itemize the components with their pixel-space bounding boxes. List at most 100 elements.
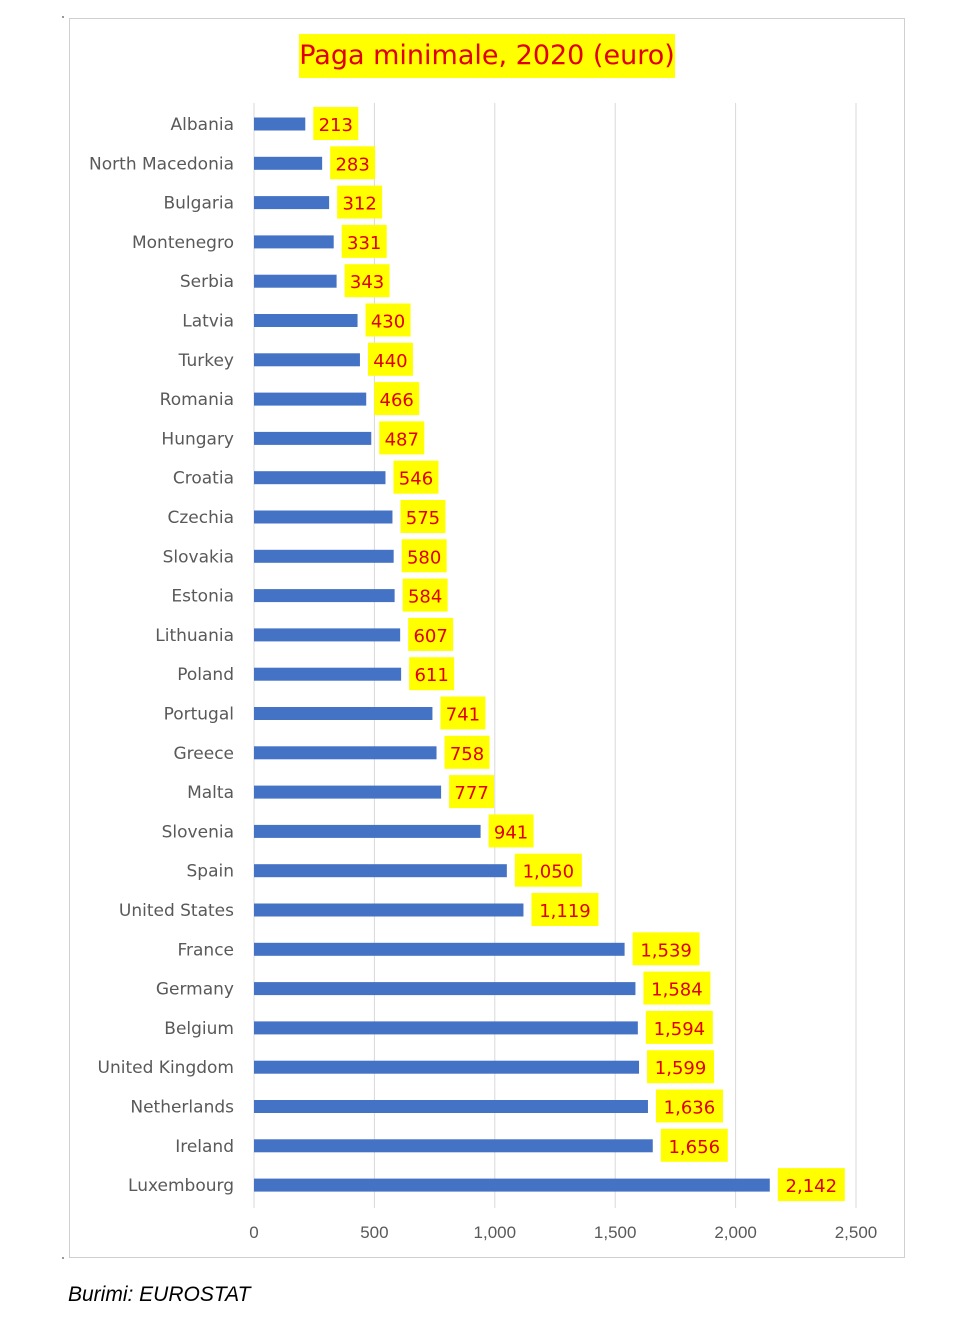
category-label: Greece bbox=[173, 744, 234, 764]
x-tick-label: 500 bbox=[360, 1223, 388, 1242]
data-label: 331 bbox=[347, 233, 381, 254]
data-label: 2,142 bbox=[786, 1176, 838, 1197]
bar bbox=[254, 274, 337, 288]
data-label: 1,584 bbox=[651, 980, 703, 1001]
data-label-background bbox=[440, 696, 486, 730]
category-label: Montenegro bbox=[132, 233, 234, 253]
data-label-background bbox=[402, 578, 448, 612]
chart-title: Paga minimale, 2020 (euro) bbox=[299, 34, 675, 78]
category-label: Luxembourg bbox=[128, 1176, 234, 1196]
data-label: 546 bbox=[399, 469, 433, 490]
data-label: 758 bbox=[450, 744, 484, 765]
category-label: United Kingdom bbox=[98, 1058, 234, 1078]
source-note: Burimi: EUROSTAT bbox=[68, 1283, 251, 1306]
data-label-background bbox=[647, 1050, 715, 1084]
data-label-background bbox=[409, 657, 455, 691]
category-label: Slovenia bbox=[162, 822, 234, 842]
bar bbox=[254, 785, 442, 799]
category-label: Germany bbox=[156, 980, 234, 1000]
data-label-background bbox=[488, 814, 534, 848]
bar bbox=[254, 982, 636, 996]
data-label: 777 bbox=[454, 783, 488, 804]
bar bbox=[254, 628, 401, 642]
data-label: 584 bbox=[408, 587, 442, 608]
x-tick-label: 2,500 bbox=[835, 1223, 878, 1242]
category-label: Ireland bbox=[175, 1137, 234, 1157]
category-label: Bulgaria bbox=[164, 194, 235, 214]
corner-mark bbox=[62, 1257, 64, 1259]
data-label: 580 bbox=[407, 547, 441, 568]
bar bbox=[254, 1060, 640, 1074]
data-label: 487 bbox=[385, 429, 419, 450]
x-tick-label: 2,000 bbox=[714, 1223, 757, 1242]
data-label-background bbox=[400, 500, 446, 533]
category-label: Poland bbox=[177, 665, 234, 685]
data-label: 466 bbox=[380, 390, 414, 411]
data-label-background bbox=[643, 971, 711, 1005]
bar bbox=[254, 1139, 653, 1153]
bar bbox=[254, 196, 330, 210]
category-label: Slovakia bbox=[163, 547, 234, 567]
bar bbox=[254, 1021, 638, 1035]
data-label-background bbox=[374, 382, 420, 416]
bar bbox=[254, 942, 625, 956]
data-label-background bbox=[632, 932, 700, 966]
bar bbox=[254, 314, 358, 327]
data-label-background bbox=[408, 617, 454, 651]
bar bbox=[254, 746, 437, 760]
bar bbox=[254, 667, 402, 681]
data-label: 430 bbox=[371, 312, 405, 333]
category-label: Belgium bbox=[164, 1019, 234, 1039]
category-label: Spain bbox=[187, 862, 235, 882]
bar bbox=[254, 864, 507, 878]
data-label: 312 bbox=[342, 194, 376, 215]
data-label-background bbox=[365, 303, 411, 337]
category-label: Albania bbox=[171, 115, 234, 135]
data-label-background bbox=[379, 421, 425, 455]
bar bbox=[254, 156, 323, 170]
x-tick-label: 1,500 bbox=[594, 1223, 637, 1242]
bar bbox=[254, 824, 481, 838]
bar bbox=[254, 1178, 770, 1192]
category-label: Portugal bbox=[164, 705, 234, 725]
data-label: 1,539 bbox=[640, 940, 692, 961]
bar bbox=[254, 589, 395, 603]
bar bbox=[254, 392, 367, 406]
data-label: 607 bbox=[413, 626, 447, 647]
category-label: Netherlands bbox=[130, 1098, 234, 1118]
data-label-background bbox=[655, 1089, 723, 1123]
data-label-background bbox=[645, 1010, 713, 1044]
data-label-background bbox=[341, 224, 387, 258]
data-label-background bbox=[313, 107, 359, 140]
data-label-background bbox=[777, 1168, 845, 1202]
bar bbox=[254, 353, 360, 367]
data-label-background bbox=[531, 893, 599, 926]
x-tick-label: 1,000 bbox=[474, 1223, 517, 1242]
data-label: 1,599 bbox=[655, 1058, 707, 1079]
category-label: Turkey bbox=[178, 351, 234, 371]
data-label: 1,636 bbox=[664, 1098, 716, 1119]
data-label-background bbox=[401, 539, 447, 573]
bar bbox=[254, 117, 306, 131]
category-label: North Macedonia bbox=[89, 154, 234, 174]
x-tick-label: 0 bbox=[249, 1223, 258, 1242]
data-label-background bbox=[449, 775, 495, 809]
data-label-background bbox=[444, 735, 490, 769]
data-label-background bbox=[393, 460, 439, 494]
category-label: Romania bbox=[160, 390, 234, 410]
data-label: 611 bbox=[414, 665, 448, 686]
data-label-background bbox=[660, 1128, 728, 1162]
category-label: Czechia bbox=[167, 508, 234, 528]
category-label: Latvia bbox=[182, 312, 234, 332]
data-label-background bbox=[337, 185, 383, 219]
chart-frame bbox=[69, 18, 905, 1258]
data-label: 343 bbox=[350, 272, 384, 293]
data-label: 1,656 bbox=[668, 1137, 720, 1158]
bar bbox=[254, 1100, 648, 1113]
data-label: 1,594 bbox=[654, 1019, 706, 1040]
category-label: Serbia bbox=[180, 272, 234, 292]
bar bbox=[254, 471, 386, 485]
category-label: United States bbox=[119, 901, 234, 921]
data-label: 1,050 bbox=[523, 862, 575, 883]
